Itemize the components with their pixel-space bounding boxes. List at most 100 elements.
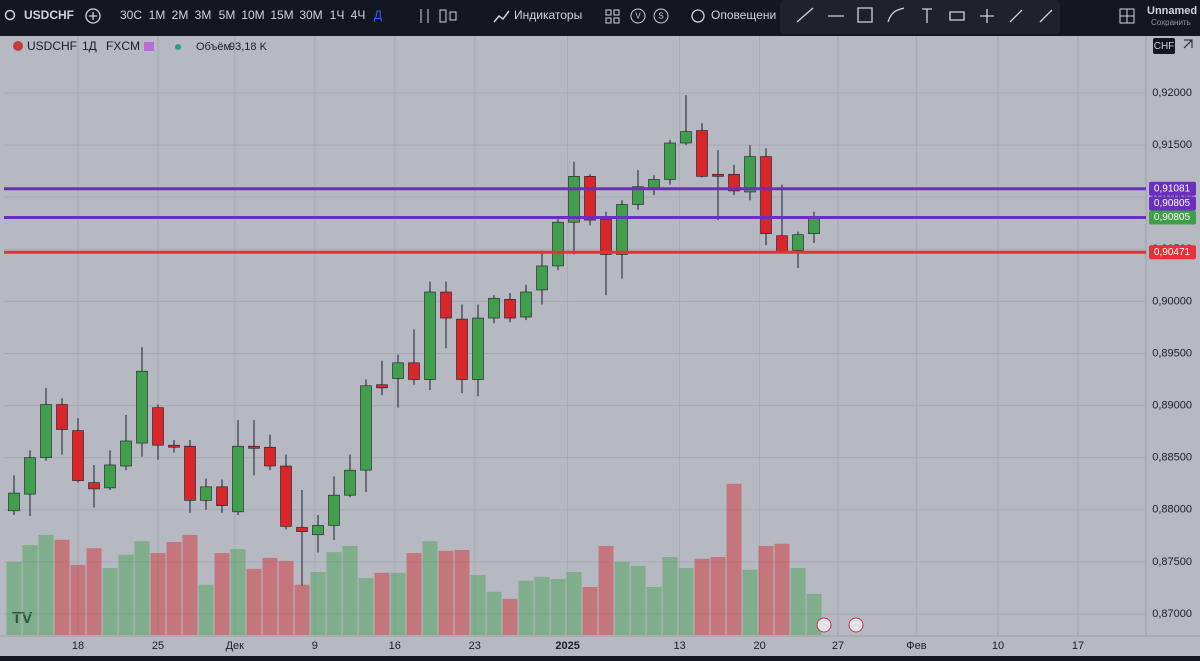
- chart-type-icon[interactable]: [420, 9, 457, 23]
- candle-body: [536, 265, 548, 291]
- candle-body: [360, 385, 372, 471]
- interval-button[interactable]: 3М: [195, 8, 212, 22]
- volume-bar: [118, 554, 134, 635]
- volume-bar: [518, 580, 534, 635]
- candle-body: [232, 445, 244, 513]
- candle-body: [440, 291, 452, 319]
- y-tick-label: 0,87500: [1152, 556, 1192, 568]
- indicators[interactable]: Индикаторы: [514, 8, 582, 22]
- volume-bar: [262, 557, 278, 635]
- volume-bar: [310, 571, 326, 635]
- last-price-bg: [1149, 210, 1196, 225]
- symbol[interactable]: USDCHF: [24, 8, 74, 22]
- candle-body: [472, 317, 484, 380]
- templates-icon[interactable]: [605, 9, 620, 24]
- candle-body: [712, 173, 724, 177]
- volume-bar: [374, 572, 390, 635]
- price-label: 0,90805: [1154, 198, 1191, 209]
- x-tick-label: 9: [312, 640, 318, 652]
- volume-bar: [598, 545, 614, 635]
- legend-volume-title: Объём: [196, 41, 231, 53]
- volume-bar: [54, 539, 70, 635]
- interval-button[interactable]: 10М: [241, 8, 264, 22]
- x-tick-label: 17: [1072, 640, 1084, 652]
- save-button[interactable]: Сохранить: [1151, 18, 1191, 27]
- candle-body: [104, 464, 116, 489]
- interval-button[interactable]: 15М: [270, 8, 293, 22]
- s-button[interactable]: S: [658, 12, 663, 21]
- x-tick-label: 13: [673, 640, 685, 652]
- interval-button[interactable]: 30М: [299, 8, 322, 22]
- search-icon[interactable]: [4, 9, 16, 21]
- volume-bar: [710, 556, 726, 635]
- interval-button[interactable]: 1Ч: [330, 8, 345, 22]
- volume-bar: [454, 549, 470, 635]
- candle-body: [744, 156, 756, 193]
- layout-name[interactable]: Unnamed: [1147, 5, 1197, 17]
- candle-body: [8, 492, 20, 512]
- candle-body: [136, 370, 148, 444]
- interval-button[interactable]: Д: [374, 8, 382, 22]
- v-button[interactable]: V: [635, 12, 641, 21]
- candle-body: [40, 404, 52, 458]
- volume-bar: [406, 553, 422, 635]
- candle-body: [456, 318, 468, 380]
- expand-icon[interactable]: [1183, 39, 1193, 49]
- volume-bar: [390, 572, 406, 635]
- volume-bar: [294, 584, 310, 635]
- volume-bar: [422, 541, 438, 635]
- x-tick-label: 23: [469, 640, 481, 652]
- volume-bar: [790, 568, 806, 635]
- layout-icon[interactable]: [1119, 8, 1135, 24]
- volume-bar: [694, 558, 710, 635]
- volume-bar: [6, 561, 22, 635]
- interval-button[interactable]: 5М: [219, 8, 236, 22]
- candle-body: [200, 486, 212, 501]
- legend-interval: 1Д: [82, 39, 97, 53]
- interval-button[interactable]: 4Ч: [351, 8, 366, 22]
- x-tick-label: 18: [72, 640, 84, 652]
- currency: CHF: [1154, 41, 1175, 52]
- drawing-toolbar: [780, 0, 1060, 34]
- drawing-tools[interactable]: [796, 7, 1053, 23]
- candle-body: [728, 173, 740, 192]
- y-tick-label: 0,88000: [1152, 504, 1192, 516]
- interval-button[interactable]: 2М: [172, 8, 189, 22]
- event-icon: [848, 617, 864, 633]
- candle-body: [488, 297, 500, 319]
- candle-body: [584, 176, 596, 221]
- volume-bar: [742, 569, 758, 635]
- candle-body: [88, 482, 100, 490]
- volume-bar: [774, 543, 790, 635]
- volume-bar: [646, 586, 662, 635]
- candle-body: [216, 486, 228, 506]
- alerts[interactable]: Оповещени: [711, 8, 776, 22]
- candle-body: [312, 525, 324, 536]
- x-tick-label: 25: [152, 640, 164, 652]
- legend-volume-value: 93,18 K: [229, 41, 268, 53]
- volume-bar: [182, 534, 198, 635]
- candle-body: [392, 362, 404, 379]
- interval-button[interactable]: 1М: [149, 8, 166, 22]
- volume-bar: [726, 483, 742, 635]
- tv-logo: TV: [12, 610, 33, 627]
- legend: USDCHF 1Д FXCM Объём 93,18 K: [13, 39, 268, 53]
- currency-box[interactable]: [1153, 38, 1175, 54]
- interval-button[interactable]: 30С: [120, 8, 142, 22]
- candle-body: [248, 445, 260, 449]
- add-symbol[interactable]: [85, 8, 101, 24]
- alert-icon: [691, 9, 705, 23]
- x-tick-label: Фев: [906, 640, 926, 652]
- candle-body: [328, 494, 340, 526]
- candle-body: [56, 404, 68, 430]
- candle-body: [632, 186, 644, 205]
- y-tick-label: 0,89000: [1152, 399, 1192, 411]
- candle-body: [424, 291, 436, 380]
- candle-body: [616, 204, 628, 255]
- volume-bar: [358, 578, 374, 635]
- volume-bar: [582, 586, 598, 635]
- volume-bar: [246, 568, 262, 635]
- volume-bar: [102, 568, 118, 635]
- volume-bar: [662, 556, 678, 635]
